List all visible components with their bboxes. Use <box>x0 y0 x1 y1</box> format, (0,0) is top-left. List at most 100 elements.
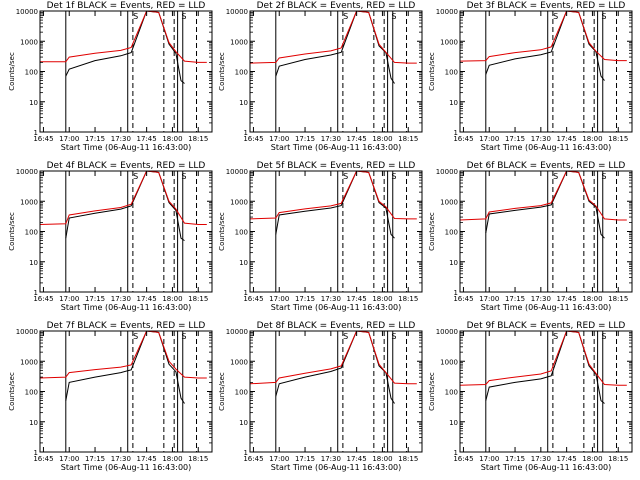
annotation-label: S <box>601 332 606 341</box>
y-tick-label: 1 <box>34 129 38 137</box>
x-tick-label: 17:15 <box>295 455 315 463</box>
panel-title: Det 6f BLACK = Events, RED = LLD <box>467 161 626 171</box>
x-tick-label: 17:00 <box>59 455 79 463</box>
y-tick-label: 1000 <box>20 358 38 366</box>
panel-title: Det 1f BLACK = Events, RED = LLD <box>47 1 206 11</box>
x-tick-label: 16:45 <box>243 295 263 303</box>
x-tick-label: 17:15 <box>295 295 315 303</box>
y-tick-label: 10 <box>449 99 458 107</box>
y-tick-label: 1 <box>454 449 458 457</box>
y-tick-label: 1 <box>244 449 248 457</box>
x-tick-label: 18:15 <box>608 295 628 303</box>
y-tick-label: 100 <box>235 69 248 77</box>
annotation-label: S <box>553 12 558 21</box>
panel-title: Det 3f BLACK = Events, RED = LLD <box>467 1 626 11</box>
x-tick-label: 17:45 <box>557 135 577 143</box>
x-tick-label: 17:30 <box>531 135 551 143</box>
y-tick-label: 1000 <box>440 358 458 366</box>
y-tick-label: 1000 <box>440 38 458 46</box>
x-tick-label: 17:30 <box>111 455 131 463</box>
annotation-label: S <box>391 172 396 181</box>
annotation-label: S <box>553 332 558 341</box>
x-tick-label: 17:45 <box>557 455 577 463</box>
x-tick-label: 18:15 <box>188 455 208 463</box>
x-tick-label: 17:30 <box>111 135 131 143</box>
y-tick-label: 100 <box>25 229 38 237</box>
panel-title: Det 5f BLACK = Events, RED = LLD <box>257 161 416 171</box>
y-tick-label: 1 <box>454 129 458 137</box>
x-tick-label: 17:00 <box>269 295 289 303</box>
panel-title: Det 4f BLACK = Events, RED = LLD <box>47 161 206 171</box>
x-tick-label: 17:45 <box>347 455 367 463</box>
y-tick-label: 100 <box>445 389 458 397</box>
x-tick-label: 17:30 <box>321 135 341 143</box>
y-tick-label: 100 <box>25 389 38 397</box>
x-axis-label: Start Time (06-Aug-11 16:43:00) <box>271 143 402 152</box>
annotation-label: S <box>181 172 186 181</box>
x-axis-label: Start Time (06-Aug-11 16:43:00) <box>271 463 402 472</box>
x-tick-label: 17:15 <box>295 135 315 143</box>
y-tick-label: 10 <box>29 419 38 427</box>
annotation-label: S <box>391 12 396 21</box>
x-axis-label: Start Time (06-Aug-11 16:43:00) <box>61 143 192 152</box>
annotation-label: S <box>601 172 606 181</box>
series-events-line <box>485 330 605 404</box>
x-tick-label: 17:45 <box>347 135 367 143</box>
x-tick-label: 17:30 <box>321 295 341 303</box>
x-tick-label: 16:45 <box>453 455 473 463</box>
y-tick-label: 10000 <box>16 168 38 176</box>
y-tick-label: 10 <box>29 259 38 267</box>
x-tick-label: 17:45 <box>347 295 367 303</box>
y-tick-label: 1 <box>454 289 458 297</box>
x-tick-label: 18:15 <box>608 135 628 143</box>
x-tick-label: 17:15 <box>85 455 105 463</box>
y-tick-label: 1 <box>244 129 248 137</box>
x-tick-label: 18:00 <box>162 455 182 463</box>
y-tick-label: 1 <box>244 289 248 297</box>
x-tick-label: 17:30 <box>531 455 551 463</box>
y-tick-label: 1000 <box>230 358 248 366</box>
x-tick-label: 17:15 <box>505 455 525 463</box>
annotation-label: S <box>343 332 348 341</box>
annotation-label: S <box>553 172 558 181</box>
y-tick-label: 100 <box>445 69 458 77</box>
x-tick-label: 18:15 <box>398 135 418 143</box>
x-tick-label: 17:15 <box>505 135 525 143</box>
annotation-label: S <box>133 172 138 181</box>
series-events-line <box>65 330 185 404</box>
x-tick-label: 18:00 <box>372 295 392 303</box>
x-tick-label: 18:15 <box>398 295 418 303</box>
y-axis-label: Counts/sec <box>218 212 226 251</box>
y-axis-label: Counts/sec <box>428 52 436 91</box>
y-tick-label: 10000 <box>16 328 38 336</box>
y-tick-label: 10 <box>29 99 38 107</box>
annotation-label: S <box>133 12 138 21</box>
y-tick-label: 100 <box>445 229 458 237</box>
series-events-line <box>275 10 395 84</box>
x-tick-label: 16:45 <box>453 295 473 303</box>
y-tick-label: 10000 <box>226 8 248 16</box>
x-tick-label: 17:00 <box>59 295 79 303</box>
annotation-label: S <box>133 332 138 341</box>
x-axis-label: Start Time (06-Aug-11 16:43:00) <box>61 303 192 312</box>
x-tick-label: 18:00 <box>372 135 392 143</box>
x-tick-label: 17:30 <box>321 455 341 463</box>
y-axis-label: Counts/sec <box>8 372 16 411</box>
x-tick-label: 17:30 <box>111 295 131 303</box>
y-tick-label: 100 <box>235 389 248 397</box>
x-tick-label: 16:45 <box>33 295 53 303</box>
x-tick-label: 16:45 <box>33 455 53 463</box>
x-tick-label: 17:30 <box>531 295 551 303</box>
y-tick-label: 10 <box>239 419 248 427</box>
x-tick-label: 17:00 <box>479 295 499 303</box>
x-tick-label: 18:15 <box>188 135 208 143</box>
x-tick-label: 17:00 <box>479 455 499 463</box>
y-tick-label: 10000 <box>436 8 458 16</box>
y-tick-label: 100 <box>235 229 248 237</box>
series-events-line <box>65 10 185 84</box>
x-tick-label: 18:00 <box>582 295 602 303</box>
